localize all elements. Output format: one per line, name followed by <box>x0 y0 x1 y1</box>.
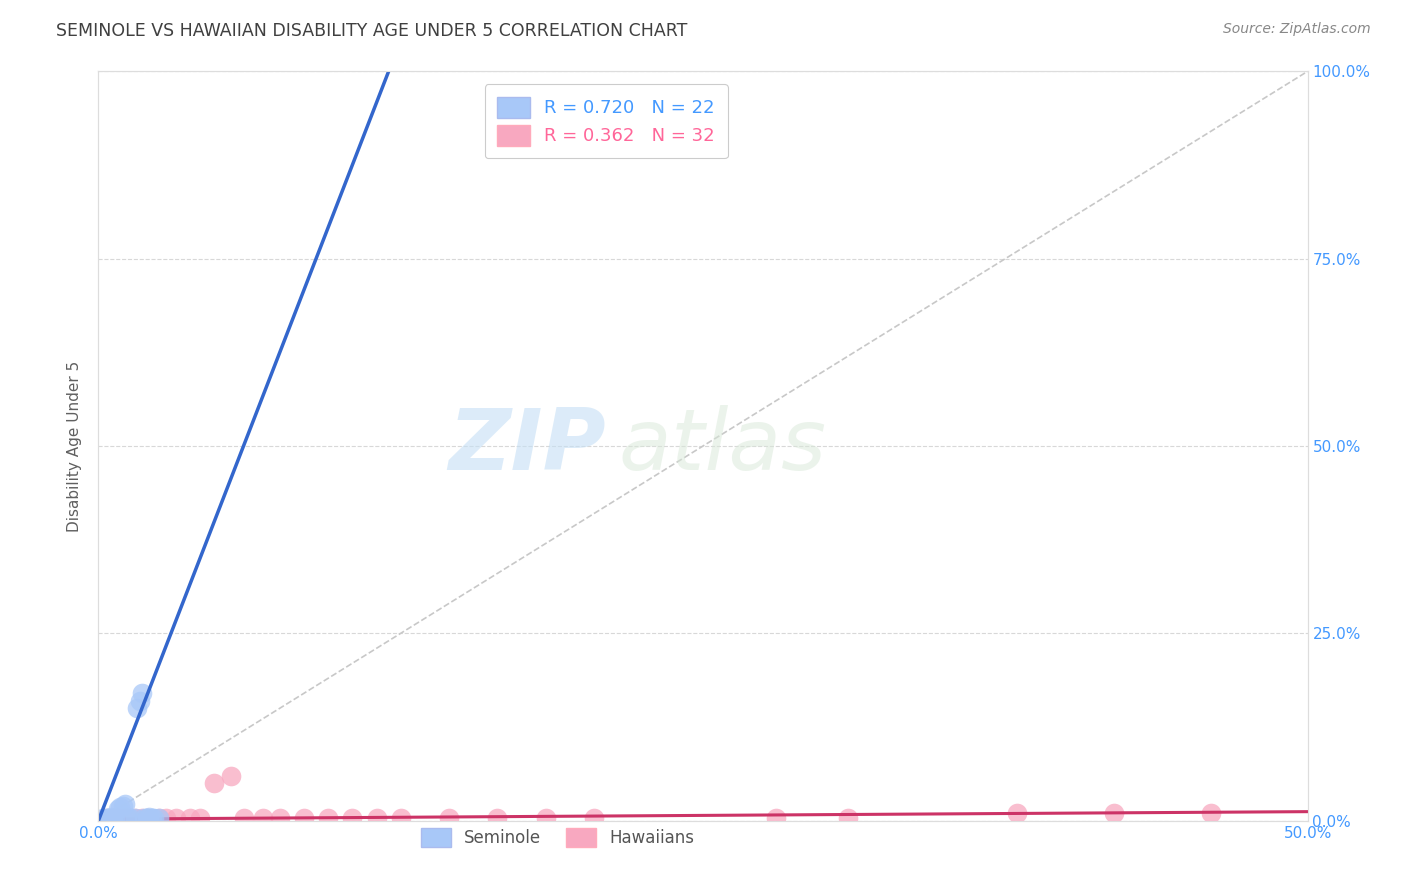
Point <box>111 811 134 825</box>
Point <box>437 811 460 825</box>
Point <box>124 811 146 825</box>
Point <box>232 811 254 825</box>
Point <box>111 798 134 813</box>
Point <box>143 811 166 825</box>
Point <box>117 810 139 824</box>
Point <box>107 811 129 825</box>
Text: ZIP: ZIP <box>449 404 606 488</box>
Point <box>252 811 274 825</box>
Point <box>765 811 787 825</box>
Point <box>135 811 157 825</box>
Point <box>269 811 291 825</box>
Point <box>316 811 339 825</box>
Point <box>148 811 170 825</box>
Text: atlas: atlas <box>619 404 827 488</box>
Point <box>131 811 153 825</box>
Point <box>1199 806 1222 821</box>
Point <box>837 811 859 825</box>
Point <box>104 811 127 825</box>
Point <box>221 769 243 783</box>
Point <box>100 810 122 824</box>
Y-axis label: Disability Age Under 5: Disability Age Under 5 <box>67 360 83 532</box>
Point <box>131 686 153 700</box>
Point <box>534 811 557 825</box>
Point <box>124 811 146 825</box>
Point <box>342 811 364 825</box>
Text: SEMINOLE VS HAWAIIAN DISABILITY AGE UNDER 5 CORRELATION CHART: SEMINOLE VS HAWAIIAN DISABILITY AGE UNDE… <box>56 22 688 40</box>
Point <box>97 811 120 825</box>
Text: Source: ZipAtlas.com: Source: ZipAtlas.com <box>1223 22 1371 37</box>
Point <box>486 811 509 825</box>
Point <box>204 776 226 790</box>
Point <box>138 810 160 824</box>
Point <box>583 811 606 825</box>
Point <box>135 811 157 825</box>
Point <box>1007 806 1029 821</box>
Legend: Seminole, Hawaiians: Seminole, Hawaiians <box>415 821 702 854</box>
Point <box>101 811 124 825</box>
Point <box>148 811 170 825</box>
Point <box>107 802 129 816</box>
Point <box>292 811 315 825</box>
Point <box>134 811 156 825</box>
Point <box>366 811 388 825</box>
Point <box>94 811 117 825</box>
Point <box>155 811 177 825</box>
Point <box>91 811 114 825</box>
Point <box>165 811 187 825</box>
Point <box>101 811 124 825</box>
Point <box>118 811 141 825</box>
Point <box>179 811 201 825</box>
Point <box>128 694 150 708</box>
Point <box>94 811 117 825</box>
Point <box>141 811 163 825</box>
Point <box>127 701 149 715</box>
Point <box>114 797 136 812</box>
Point <box>108 800 131 814</box>
Point <box>1102 806 1125 821</box>
Point <box>389 811 412 825</box>
Point <box>117 811 139 825</box>
Point <box>188 811 211 825</box>
